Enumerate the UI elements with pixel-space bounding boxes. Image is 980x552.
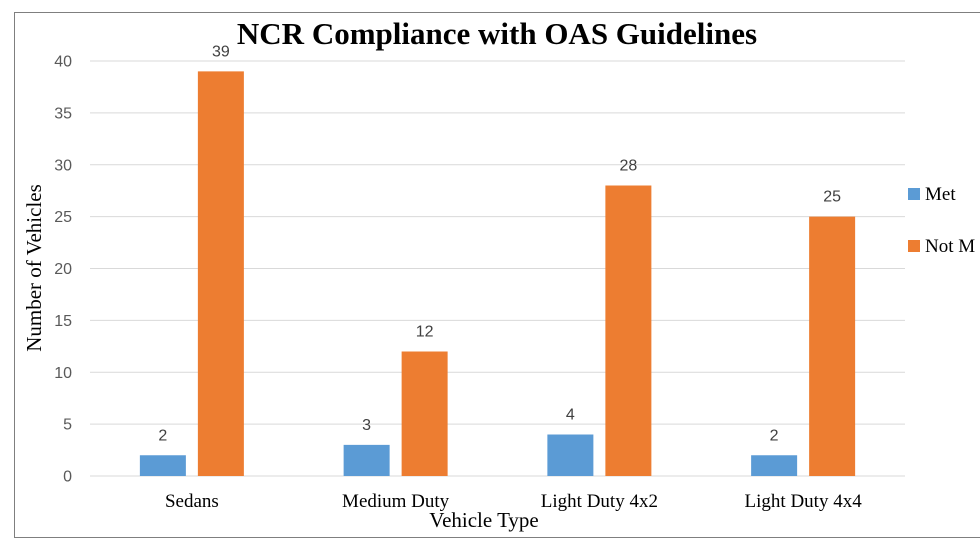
data-label-not-m-light-duty-4x2: 28	[619, 158, 637, 175]
x-axis-title: Vehicle Type	[429, 508, 539, 532]
bar-met-medium-duty	[343, 444, 390, 476]
y-tick-label: 25	[54, 209, 72, 226]
x-tick-label-medium-duty: Medium Duty	[342, 491, 450, 512]
legend-item-not-m: Not M	[908, 236, 975, 257]
data-label-met-light-duty-4x4: 2	[770, 427, 779, 444]
chart-title: NCR Compliance with OAS Guidelines	[237, 16, 757, 51]
legend-item-met: Met	[908, 184, 956, 205]
y-tick-label: 0	[63, 469, 72, 486]
y-axis-title: Number of Vehicles	[22, 184, 46, 352]
x-tick-label-light-duty-4x4: Light Duty 4x4	[745, 491, 863, 512]
y-tick-label: 15	[54, 313, 72, 330]
data-label-met-sedans: 2	[158, 427, 167, 444]
legend-swatch-met	[908, 188, 920, 200]
legend-label-met: Met	[925, 184, 956, 205]
y-tick-label: 10	[54, 365, 72, 382]
bar-not-m-sedans	[197, 71, 244, 476]
y-tick-label: 5	[63, 417, 72, 434]
legend-label-not-m: Not M	[925, 236, 975, 257]
bar-not-m-light-duty-4x4	[809, 216, 856, 476]
bar-not-m-light-duty-4x2	[605, 185, 652, 476]
y-tick-label: 20	[54, 261, 72, 278]
data-labels: 2 39 3 12 4 28 2 25	[158, 43, 841, 444]
x-axis-tick-labels: Sedans Medium Duty Light Duty 4x2 Light Dut…	[165, 491, 862, 512]
data-label-not-m-medium-duty: 12	[416, 324, 434, 341]
legend: Met Not M	[908, 184, 975, 257]
y-tick-label: 30	[54, 157, 72, 174]
x-tick-label-light-duty-4x2: Light Duty 4x2	[541, 491, 658, 512]
bar-met-light-duty-4x2	[547, 434, 594, 476]
x-tick-label-sedans: Sedans	[165, 491, 219, 512]
data-label-not-m-sedans: 39	[212, 43, 230, 60]
y-tick-label: 40	[54, 54, 72, 71]
data-label-met-light-duty-4x2: 4	[566, 407, 575, 424]
bar-met-light-duty-4x4	[751, 455, 798, 476]
data-label-not-m-light-duty-4x4: 25	[823, 189, 841, 206]
bars	[139, 71, 856, 476]
legend-swatch-not-m	[908, 240, 920, 252]
data-label-met-medium-duty: 3	[362, 417, 371, 434]
y-axis-tick-labels: 0 5 10 15 20 25 30 35 40	[54, 54, 72, 486]
y-tick-label: 35	[54, 105, 72, 122]
bar-met-sedans	[139, 455, 186, 476]
bar-not-m-medium-duty	[401, 351, 448, 476]
